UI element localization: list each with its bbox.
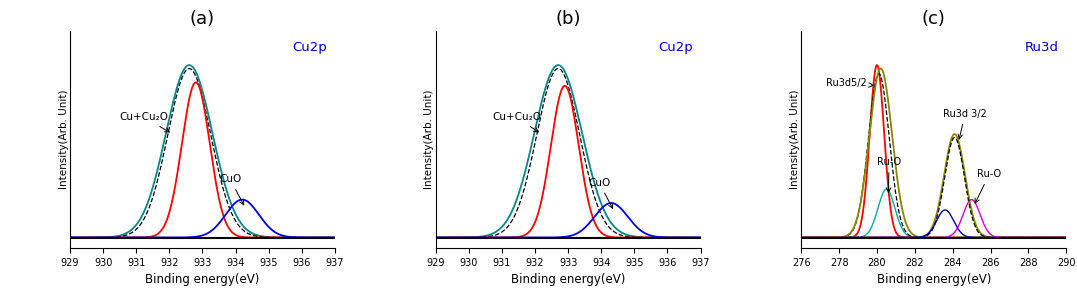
- Text: Ru3d5/2: Ru3d5/2: [826, 78, 873, 88]
- Text: CuO: CuO: [219, 174, 243, 205]
- Text: Ru3d 3/2: Ru3d 3/2: [943, 109, 987, 139]
- Y-axis label: Intensity(Arb. Unit): Intensity(Arb. Unit): [424, 89, 434, 189]
- Text: Ru-O: Ru-O: [975, 169, 1002, 203]
- Text: Cu+Cu₂O: Cu+Cu₂O: [120, 112, 169, 132]
- Title: (a): (a): [190, 10, 215, 28]
- X-axis label: Binding energy(eV): Binding energy(eV): [510, 273, 626, 286]
- X-axis label: Binding energy(eV): Binding energy(eV): [877, 273, 991, 286]
- Text: Cu2p: Cu2p: [658, 41, 693, 54]
- X-axis label: Binding energy(eV): Binding energy(eV): [145, 273, 260, 286]
- Title: (c): (c): [922, 10, 946, 28]
- Text: Cu2p: Cu2p: [292, 41, 327, 54]
- Text: Ru3d: Ru3d: [1024, 41, 1059, 54]
- Y-axis label: Intensity(Arb. Unit): Intensity(Arb. Unit): [789, 89, 800, 189]
- Text: CuO: CuO: [588, 178, 613, 208]
- Y-axis label: Intensity(Arb. Unit): Intensity(Arb. Unit): [58, 89, 69, 189]
- Text: Ru-O: Ru-O: [877, 157, 901, 192]
- Text: Cu+Cu₂O: Cu+Cu₂O: [492, 112, 541, 132]
- Title: (b): (b): [556, 10, 581, 28]
